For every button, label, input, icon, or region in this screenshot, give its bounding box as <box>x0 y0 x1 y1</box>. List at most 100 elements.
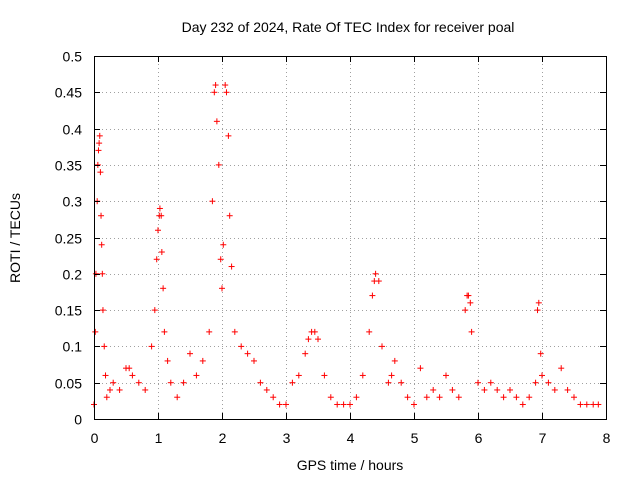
data-point <box>231 328 238 335</box>
data-point <box>257 379 264 386</box>
data-point <box>321 372 328 379</box>
data-point <box>379 343 385 350</box>
data-point <box>180 379 187 386</box>
data-point <box>97 169 104 176</box>
data-point <box>500 394 507 401</box>
data-point <box>369 292 376 299</box>
data-point <box>263 386 270 393</box>
data-point <box>391 357 398 364</box>
data-point <box>238 343 245 350</box>
data-point <box>96 140 103 147</box>
data-point <box>212 82 219 89</box>
data-point <box>99 270 106 277</box>
data-point <box>135 379 142 386</box>
data-point <box>222 82 229 89</box>
x-tick-label: 5 <box>411 430 419 446</box>
y-tick-label: 0.25 <box>55 231 82 247</box>
data-point <box>347 401 353 408</box>
data-point <box>98 212 105 219</box>
data-point <box>487 379 494 386</box>
data-point <box>372 270 379 277</box>
data-point <box>96 132 103 139</box>
data-point <box>158 249 165 256</box>
x-tick-label: 1 <box>155 430 163 446</box>
data-point <box>417 365 424 372</box>
y-tick-label: 0.15 <box>55 303 82 319</box>
data-point <box>155 227 161 234</box>
y-tick-label: 0.4 <box>63 122 83 138</box>
data-point <box>366 328 373 335</box>
data-point <box>94 161 101 168</box>
data-point <box>215 161 222 168</box>
y-tick-label: 0.35 <box>55 158 82 174</box>
data-point <box>223 89 230 96</box>
x-tick-label: 6 <box>475 430 483 446</box>
data-point <box>327 394 334 401</box>
data-point <box>411 401 417 408</box>
data-point <box>583 401 590 408</box>
data-point <box>156 205 163 212</box>
chart-title: Day 232 of 2024, Rate Of TEC Index for r… <box>182 19 515 35</box>
data-point <box>359 372 366 379</box>
x-tick-label: 8 <box>603 430 611 446</box>
data-point <box>199 357 206 364</box>
data-point <box>513 394 520 401</box>
data-point <box>158 212 165 219</box>
data-point <box>436 394 443 401</box>
data-point <box>126 365 133 372</box>
y-tick-label: 0.5 <box>63 49 83 65</box>
data-point <box>276 401 283 408</box>
data-point <box>102 372 109 379</box>
data-point <box>153 256 160 263</box>
data-point <box>404 394 411 401</box>
data-point <box>98 241 105 248</box>
data-point <box>467 299 474 306</box>
x-tick-label: 4 <box>347 430 355 446</box>
data-point <box>564 386 571 393</box>
data-point <box>209 198 216 205</box>
data-point <box>481 386 488 393</box>
axis-ticks: 0 1 2 3 4 5 6 7 8 0 0.05 0.1 0.15 0.2 0.25 0.3 0.35 0.4 0.… <box>55 49 611 447</box>
data-point <box>92 328 99 335</box>
data-point <box>334 401 341 408</box>
data-point <box>532 379 539 386</box>
data-point <box>151 307 158 314</box>
data-point <box>187 350 193 357</box>
data-point <box>226 212 233 219</box>
data-point <box>539 372 545 379</box>
grid <box>94 56 606 419</box>
data-point <box>305 336 312 343</box>
data-point <box>99 307 106 314</box>
data-point <box>465 292 472 299</box>
data-point <box>385 379 392 386</box>
data-point <box>167 379 174 386</box>
data-point <box>103 394 110 401</box>
data-point <box>95 147 102 154</box>
data-point <box>193 372 200 379</box>
data-point <box>101 343 108 350</box>
data-point <box>443 372 449 379</box>
data-point <box>219 285 225 292</box>
data-point <box>161 328 168 335</box>
y-axis-label: ROTI / TECUs <box>7 193 23 283</box>
y-tick-label: 0.3 <box>63 194 83 210</box>
data-point <box>571 394 577 401</box>
data-point <box>174 394 181 401</box>
x-tick-label: 2 <box>219 430 227 446</box>
data-point <box>423 394 430 401</box>
data-point <box>311 328 318 335</box>
data-point <box>244 350 251 357</box>
x-tick-label: 7 <box>539 430 547 446</box>
data-point <box>534 307 541 314</box>
data-point <box>494 386 501 393</box>
data-point <box>142 386 149 393</box>
x-tick-label: 0 <box>91 430 99 446</box>
data-point <box>551 386 558 393</box>
data-point <box>217 256 224 263</box>
data-point <box>270 394 277 401</box>
data-point <box>213 118 220 125</box>
data-point <box>228 263 235 270</box>
data-point <box>148 343 155 350</box>
data-point <box>526 394 533 401</box>
